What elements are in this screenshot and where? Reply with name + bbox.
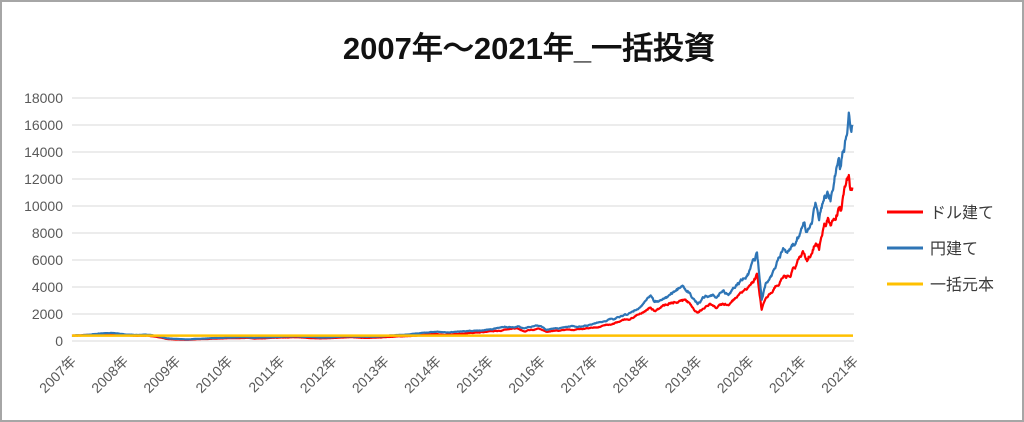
y-axis-tick-label: 2000: [32, 306, 63, 322]
legend-item-dollar: ドル建て: [887, 204, 994, 222]
series-line-0: [71, 173, 854, 341]
x-axis-tick-label: 2016年: [505, 353, 548, 396]
x-axis-tick-labels: 2007年 2008年 2009年 2010年 2011年 2012年 2013年 2014年…: [36, 353, 861, 396]
gridlines: [72, 97, 854, 342]
x-axis-tick-label: 2019年: [661, 353, 704, 396]
legend-item-yen: 円建て: [887, 240, 978, 258]
y-axis-tick-label: 6000: [32, 252, 63, 268]
x-axis-tick-label: 2015年: [453, 353, 496, 396]
legend-label-principal: 一括元本: [930, 276, 994, 294]
chart-title: 2007年～2021年_一括投資: [343, 31, 715, 66]
y-axis-tick-label: 18000: [24, 90, 63, 106]
x-axis-tick-label: 2017年: [557, 353, 600, 396]
legend-label-yen: 円建て: [930, 240, 978, 258]
chart-legend: ドル建て 円建て 一括元本: [887, 204, 994, 294]
x-axis-tick-label: 2020年: [714, 353, 757, 396]
x-axis-tick-label: 2012年: [297, 353, 340, 396]
x-axis-tick-label: 2009年: [140, 353, 183, 396]
y-axis-tick-label: 0: [55, 333, 63, 349]
series-line-1: [71, 111, 854, 341]
y-axis-tick-label: 10000: [24, 198, 63, 214]
data-series-lines: [71, 111, 854, 341]
y-axis-tick-label: 4000: [32, 279, 63, 295]
legend-item-principal: 一括元本: [887, 276, 994, 294]
y-axis-tick-label: 8000: [32, 225, 63, 241]
legend-label-dollar: ドル建て: [930, 204, 994, 222]
x-axis-tick-label: 2021年: [766, 353, 809, 396]
y-axis-tick-labels: 0 2000 4000 6000 8000 10000 12000 14000 16000 180…: [24, 90, 63, 349]
x-axis-tick-label: 2014年: [401, 353, 444, 396]
x-axis-tick-label: 2021年: [818, 353, 861, 396]
y-axis-tick-label: 14000: [24, 144, 63, 160]
x-axis-tick-label: 2008年: [88, 353, 131, 396]
x-axis-tick-label: 2018年: [609, 353, 652, 396]
x-axis-tick-label: 2007年: [36, 353, 79, 396]
x-axis-tick-label: 2011年: [245, 353, 288, 396]
x-axis-tick-label: 2013年: [349, 353, 392, 396]
y-axis-tick-label: 12000: [24, 171, 63, 187]
x-axis-tick-label: 2010年: [192, 353, 235, 396]
y-axis-tick-label: 16000: [24, 117, 63, 133]
